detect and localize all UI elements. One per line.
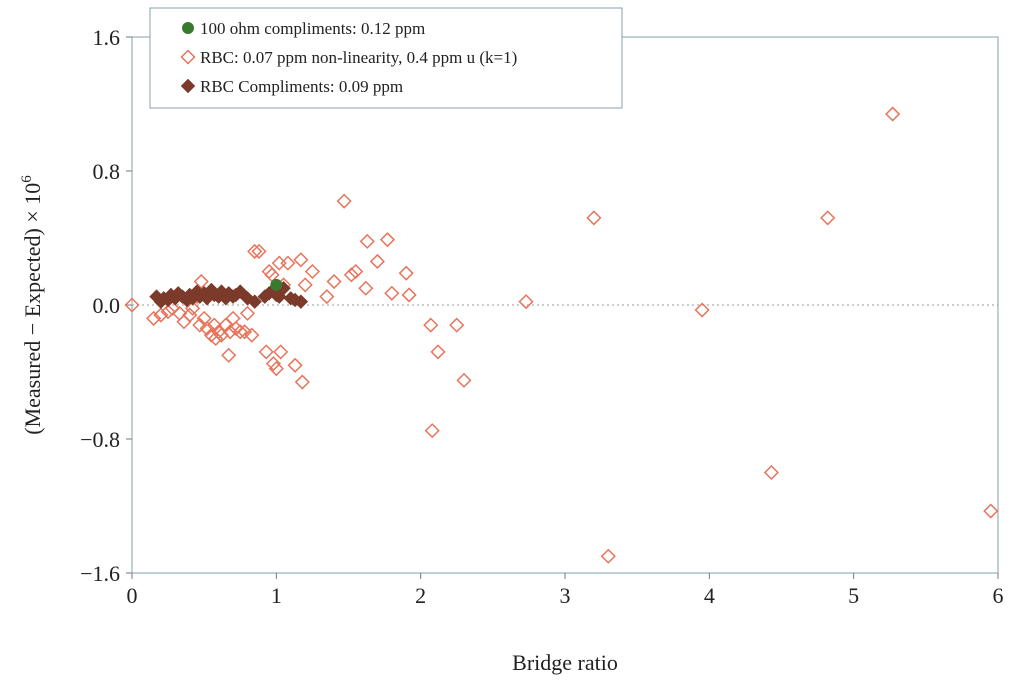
series-2-point bbox=[336, 193, 352, 209]
legend-entry-1: 100 ohm compliments: 0.12 ppm bbox=[200, 19, 425, 38]
x-tick-label: 5 bbox=[848, 583, 859, 608]
x-tick-label: 4 bbox=[704, 583, 715, 608]
y-tick-label: 0.0 bbox=[93, 293, 121, 318]
series-2-point bbox=[258, 344, 274, 360]
y-tick-label: 1.6 bbox=[93, 25, 121, 50]
series-2-point bbox=[348, 263, 364, 280]
x-tick-label: 6 bbox=[993, 583, 1004, 608]
series-2-point bbox=[379, 232, 396, 248]
series-3-point bbox=[293, 294, 309, 309]
series-2-point bbox=[358, 280, 374, 296]
series-2-point bbox=[192, 317, 208, 333]
series-2-point bbox=[251, 243, 267, 259]
legend-marker-3 bbox=[180, 78, 196, 94]
series-2-point bbox=[297, 277, 313, 293]
series-2-point bbox=[237, 324, 253, 340]
legend-marker-2 bbox=[180, 49, 196, 65]
series-2-point bbox=[199, 320, 215, 337]
series-2-point bbox=[265, 356, 282, 372]
x-tick-label: 2 bbox=[415, 583, 426, 608]
series-2-point bbox=[369, 253, 385, 270]
series-2-point bbox=[600, 548, 616, 564]
series-2-point bbox=[222, 324, 238, 340]
series-2-point bbox=[384, 285, 400, 301]
series-2-point bbox=[287, 357, 303, 373]
series-2-point bbox=[423, 317, 439, 333]
series-2-point bbox=[763, 464, 779, 481]
series-2-point bbox=[424, 423, 440, 439]
series-2-point bbox=[280, 255, 296, 271]
series-2-point bbox=[885, 106, 901, 122]
series-2-point bbox=[146, 310, 162, 326]
series-2-point bbox=[820, 210, 836, 226]
y-tick-label: −1.6 bbox=[80, 561, 120, 586]
series-2-point bbox=[430, 344, 446, 360]
series-2-point bbox=[273, 344, 289, 360]
y-tick-label: −0.8 bbox=[80, 427, 120, 452]
series-2-point bbox=[244, 327, 260, 343]
series-2-point bbox=[193, 273, 209, 290]
series-2-point bbox=[206, 317, 222, 333]
series-2-point bbox=[343, 267, 359, 283]
series-2-point bbox=[247, 243, 263, 259]
series-2-point bbox=[449, 317, 465, 333]
series-2-point bbox=[232, 324, 248, 340]
series-2-point bbox=[153, 307, 169, 323]
series-2-point bbox=[319, 289, 335, 305]
x-tick-label: 3 bbox=[560, 583, 571, 608]
series-2-point bbox=[221, 347, 237, 363]
series-2-point bbox=[293, 252, 309, 268]
series-2-point bbox=[124, 297, 140, 313]
series-3-point bbox=[240, 291, 255, 306]
series-3-point bbox=[247, 294, 262, 309]
x-tick-label: 1 bbox=[271, 583, 282, 608]
series-2-point bbox=[294, 374, 310, 390]
series-2-point bbox=[518, 294, 534, 310]
series-2-point bbox=[694, 302, 710, 318]
series-3-point bbox=[233, 284, 248, 299]
legend-entry-2: RBC: 0.07 ppm non-linearity, 0.4 ppm u (… bbox=[200, 48, 517, 67]
legend-entry-3: RBC Compliments: 0.09 ppm bbox=[200, 77, 403, 96]
series-2-point bbox=[160, 304, 176, 320]
series-2-point bbox=[586, 210, 602, 226]
series-2-point bbox=[983, 503, 999, 519]
legend-box bbox=[149, 7, 623, 109]
series-2-point bbox=[401, 287, 417, 303]
legend-marker-1 bbox=[182, 22, 194, 34]
series-2-point bbox=[326, 273, 342, 290]
series-2-point bbox=[398, 265, 414, 281]
series-2-point bbox=[304, 263, 320, 280]
x-axis-label: Bridge ratio bbox=[512, 650, 618, 675]
y-tick-label: 0.8 bbox=[93, 159, 121, 184]
series-2-point bbox=[239, 305, 256, 321]
y-axis-label: (Measured − Expected) × 106 bbox=[19, 175, 45, 435]
series-2-point bbox=[359, 233, 375, 249]
x-tick-label: 0 bbox=[127, 583, 138, 608]
series-1-point bbox=[270, 278, 283, 291]
series-2-point bbox=[185, 300, 201, 316]
series-2-point bbox=[268, 361, 284, 377]
series-2-point bbox=[456, 372, 472, 388]
